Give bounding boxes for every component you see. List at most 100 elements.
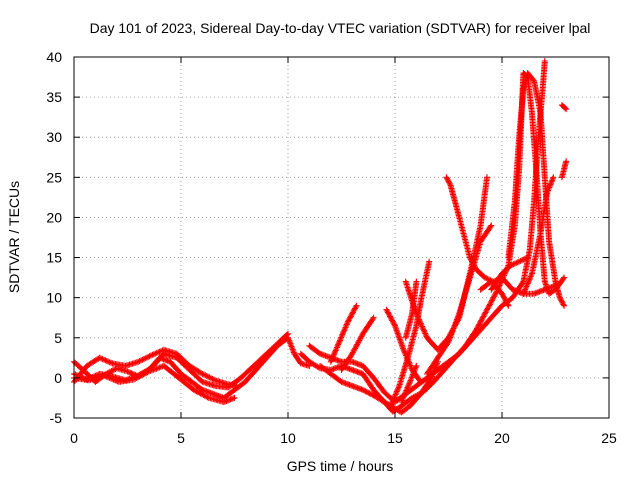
data-point	[289, 345, 296, 351]
data-point	[349, 309, 356, 316]
data-point	[202, 372, 209, 379]
data-point	[343, 323, 350, 329]
data-point	[402, 388, 409, 395]
data-point	[526, 276, 533, 283]
series-track-20	[520, 174, 557, 297]
data-point	[105, 374, 111, 381]
data-point	[387, 313, 393, 320]
x-tick-label: 25	[601, 430, 617, 446]
data-point	[504, 301, 511, 308]
data-point	[489, 297, 495, 304]
data-point	[412, 364, 419, 371]
data-point	[469, 259, 476, 266]
data-point	[385, 310, 392, 317]
x-tick-label: 20	[494, 430, 510, 446]
data-point	[486, 302, 493, 309]
data-point	[400, 346, 407, 353]
data-point	[523, 255, 530, 262]
data-point	[444, 340, 451, 346]
data-point	[328, 357, 335, 364]
data-point	[140, 356, 147, 362]
x-tick-label: 10	[280, 430, 296, 446]
data-point	[357, 334, 364, 341]
data-point	[369, 316, 376, 322]
data-point	[470, 261, 477, 268]
data-point	[527, 274, 534, 281]
data-point	[522, 284, 529, 291]
series-track-6	[306, 58, 548, 405]
data-point	[481, 274, 488, 281]
data-point	[335, 340, 342, 347]
data-point	[488, 298, 495, 305]
data-point	[124, 368, 131, 375]
data-point	[233, 382, 240, 389]
y-tick-label: 0	[54, 370, 62, 386]
data-point	[521, 287, 528, 294]
data-point	[505, 302, 512, 309]
data-point	[466, 254, 473, 261]
data-point	[331, 350, 338, 357]
data-point	[358, 333, 365, 340]
data-point	[354, 341, 361, 348]
data-point	[101, 372, 107, 379]
data-point	[488, 222, 495, 229]
data-point	[487, 300, 494, 306]
data-point	[103, 358, 110, 364]
data-point	[203, 393, 210, 400]
data-point	[387, 314, 394, 321]
series-track-21	[558, 102, 570, 113]
data-point	[361, 387, 368, 394]
plot-frame	[73, 56, 610, 419]
data-point	[480, 313, 487, 320]
data-point	[416, 377, 423, 384]
x-tick-label: 0	[70, 430, 78, 446]
series-track-22	[558, 158, 570, 181]
data-point	[193, 388, 200, 395]
data-point	[395, 384, 402, 391]
data-point	[558, 298, 565, 305]
data-point	[446, 181, 453, 187]
data-point	[359, 386, 366, 393]
data-point	[388, 400, 395, 407]
data-point	[443, 174, 450, 181]
series-track-15	[424, 222, 495, 377]
data-point	[561, 302, 568, 309]
data-point	[353, 342, 360, 349]
data-point	[109, 376, 116, 382]
data-point	[362, 388, 369, 395]
data-point	[403, 387, 410, 394]
data-point	[349, 350, 356, 357]
data-point	[504, 300, 510, 306]
data-point	[467, 255, 474, 262]
data-point	[337, 335, 344, 342]
data-point	[283, 331, 290, 338]
data-point	[388, 401, 395, 408]
data-point	[421, 327, 427, 334]
data-point	[287, 342, 294, 349]
data-point	[562, 105, 569, 112]
data-point	[524, 280, 531, 287]
data-point	[332, 347, 339, 354]
y-tick-label: 35	[46, 89, 62, 105]
data-point	[341, 327, 348, 334]
y-tick-label: 20	[46, 209, 62, 225]
data-point	[139, 356, 146, 363]
series-track-12	[398, 362, 420, 405]
data-point	[285, 330, 291, 337]
data-point	[445, 178, 452, 185]
data-point	[107, 375, 114, 382]
y-tick-label: 25	[46, 169, 62, 185]
data-point	[510, 261, 517, 268]
data-point	[125, 369, 132, 376]
data-point	[486, 301, 493, 308]
tick-layer: 0 5 10 15 20 25 -5 0 5 10 15 20 25 30 35 40	[46, 49, 617, 446]
data-point	[365, 389, 372, 396]
data-point	[355, 338, 362, 345]
data-point	[491, 293, 498, 300]
data-point	[520, 256, 527, 263]
data-point	[483, 308, 490, 314]
x-tick-label: 5	[177, 430, 185, 446]
data-point	[421, 329, 428, 336]
data-point	[416, 317, 423, 324]
data-point	[393, 388, 400, 395]
